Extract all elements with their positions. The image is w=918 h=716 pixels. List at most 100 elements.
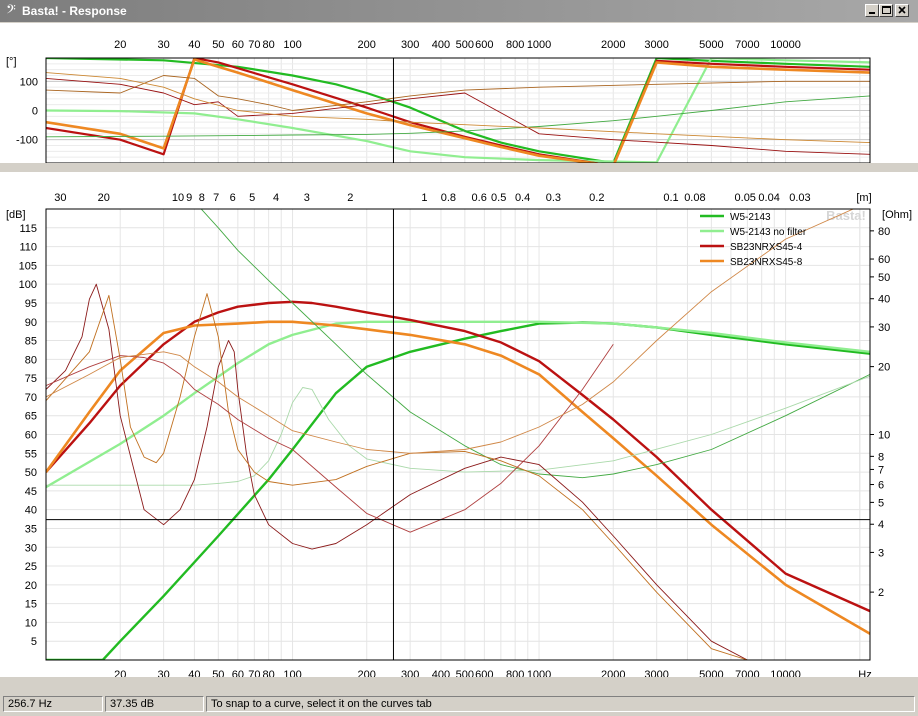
curve-aux-9[interactable] [46,202,870,454]
impedance-axis-label: [Ohm] [882,209,912,221]
wavelength-tick-label: 7 [213,192,219,204]
maximize-icon [882,6,891,14]
status-level: 37.35 dB [105,696,204,712]
phase-y-axis-label: [°] [6,56,17,68]
window-title: Basta! - Response [22,4,127,18]
bass-clef-icon: 𝄢 [6,2,16,20]
status-bar: 256.7 Hz 37.35 dB To snap to a curve, se… [0,694,918,716]
curve-sb23nrxs45-8[interactable] [46,320,870,635]
spl-y-tick-label: 80 [25,354,37,366]
phase-x-tick-label: 100 [283,39,301,51]
wavelength-tick-label: 3 [304,192,310,204]
spl-x-tick-label: 40 [188,669,200,677]
phase-x-tick-label: 600 [475,39,493,51]
curve-aux-4[interactable] [46,95,870,138]
spl-x-tick-label: 500 [456,669,474,677]
spl-x-tick-label: 800 [506,669,524,677]
curve-w5-2143-no-filter[interactable] [46,320,870,489]
wavelength-tick-label: 0.08 [684,192,705,204]
spl-x-tick-label: 400 [432,669,450,677]
basta-watermark: Basta! [826,208,866,223]
spl-y-tick-label: 75 [25,373,37,385]
wavelength-tick-label: 0.1 [663,192,678,204]
wavelength-tick-label: 0.4 [515,192,530,204]
impedance-tick-label: 60 [878,254,890,266]
wavelength-tick-label: 0.5 [491,192,506,204]
curves [46,202,870,660]
phase-x-tick-label: 50 [212,39,224,51]
spl-y-tick-label: 55 [25,448,37,460]
wavelength-tick-label: 4 [273,192,279,204]
wavelength-tick-label: 1 [421,192,427,204]
wavelength-tick-label: 0.05 [735,192,756,204]
spl-x-tick-label: 50 [212,669,224,677]
legend-entry[interactable]: SB23NRXS45-8 [730,257,803,268]
phase-x-tick-label: 400 [432,39,450,51]
impedance-tick-label: 2 [878,587,884,599]
status-hint: To snap to a curve, select it on the cur… [206,696,915,712]
wavelength-tick-label: 0.6 [472,192,487,204]
curve-aux-7[interactable] [46,293,748,660]
wavelength-tick-label: 0.03 [789,192,810,204]
phase-x-tick-label: 20 [114,39,126,51]
spl-x-tick-label: 70 [248,669,260,677]
spl-y-tick-label: 70 [25,392,37,404]
spl-y-tick-label: 65 [25,411,37,423]
phase-x-tick-label: 200 [358,39,376,51]
curve-aux-6[interactable] [46,283,748,660]
curve-sb23nrxs45-8[interactable] [46,58,870,164]
minimize-button[interactable] [865,4,879,17]
curve-sb23nrxs45-4[interactable] [46,300,870,613]
phase-x-tick-label: 70 [248,39,260,51]
curve-aux-6[interactable] [46,77,870,155]
curve-aux-5[interactable] [46,75,870,111]
spl-y-tick-label: 85 [25,336,37,348]
spl-y-tick-label: 10 [25,617,37,629]
curve-aux-4[interactable] [194,202,870,479]
wavelength-tick-label: 2 [347,192,353,204]
spl-y-tick-label: 40 [25,505,37,517]
wavelength-tick-label: 5 [249,192,255,204]
spl-x-tick-label: 2000 [601,669,625,677]
curve-aux-7[interactable] [46,72,870,144]
spl-grid [45,209,870,660]
spl-y-tick-label: 105 [19,260,37,272]
curve-aux-5[interactable] [46,375,870,486]
spl-x-tick-label: 5000 [699,669,723,677]
impedance-tick-label: 4 [878,519,884,531]
legend-entry[interactable]: W5-2143 no filter [730,227,807,238]
impedance-tick-label: 30 [878,322,890,334]
close-icon [898,6,906,14]
title-bar[interactable]: 𝄢 Basta! - Response [0,0,918,22]
spl-y-tick-label: 50 [25,467,37,479]
status-frequency: 256.7 Hz [3,696,103,712]
spl-y-tick-label: 60 [25,430,37,442]
phase-x-tick-label: 800 [506,39,524,51]
spl-x-tick-label: 10000 [770,669,801,677]
wavelength-axis-label: [m] [856,192,871,204]
curve-aux-8[interactable] [46,344,614,533]
close-button[interactable] [895,4,909,17]
phase-x-tick-label: 30 [157,39,169,51]
spl-panel-background [0,172,918,677]
spl-x-tick-label: 200 [358,669,376,677]
phase-x-tick-label: 80 [263,39,275,51]
wavelength-tick-label: 6 [230,192,236,204]
wavelength-tick-label: 10 [172,192,184,204]
legend-entry[interactable]: SB23NRXS45-4 [730,242,803,253]
spl-y-tick-label: 35 [25,523,37,535]
spl-x-tick-label: 60 [232,669,244,677]
spl-y-tick-label: 95 [25,298,37,310]
spl-response-chart[interactable]: 30 20 10 9 8 7 6 5 4 3 2 1 0.8 0.6 0.5 0.4 0.3 0.2 0.1 0.08… [0,172,918,677]
spl-x-tick-label: 30 [157,669,169,677]
phase-y-tick-label: 0 [32,106,38,118]
impedance-tick-label: 40 [878,294,890,306]
maximize-button[interactable] [879,4,893,17]
curve-w5-2143-no-filter[interactable] [46,58,870,163]
phase-x-tick-label: 60 [232,39,244,51]
spl-x-tick-label: 100 [283,669,301,677]
phase-chart[interactable]: 20 30 40 50 60 70 80 100 200 300 400 500 600 800 1000 2… [0,23,918,163]
phase-y-tick-label: -100 [16,135,38,147]
curves [46,58,870,163]
legend-entry[interactable]: W5-2143 [730,212,771,223]
